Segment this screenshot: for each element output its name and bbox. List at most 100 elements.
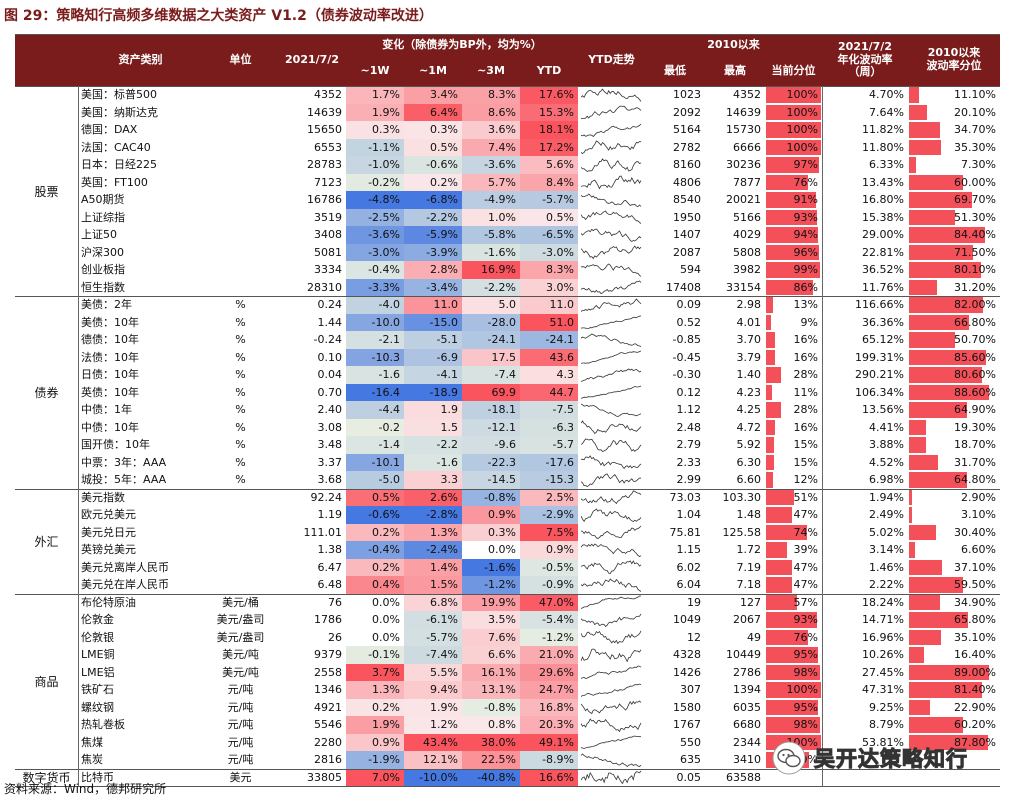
current-percentile: 100%	[786, 683, 818, 696]
vol-percentile: 3.10%	[961, 508, 996, 521]
change-m1: -2.4%	[404, 541, 462, 559]
unit-cell: %	[235, 455, 246, 469]
unit-cell: 元/吨	[227, 700, 254, 714]
header-ytd: YTD	[520, 56, 578, 86]
vol-percentile-bar	[909, 577, 963, 593]
annualized-vol: 106.34%	[855, 385, 904, 399]
annualized-vol: 22.81%	[862, 245, 904, 259]
low-2010: 1023	[673, 88, 701, 101]
change-w1: 0.4%	[346, 576, 404, 594]
high-2010: 1394	[733, 683, 761, 696]
figure-title: 图 29：策略知行高频多维数据之大类资产 V1.2（债券波动率改进）	[4, 8, 433, 24]
sparkline-path	[581, 595, 641, 609]
unit-cell	[203, 506, 278, 524]
current-value: 76	[328, 595, 342, 609]
asset-name: 恒生指数	[81, 280, 125, 294]
ytd-sparkline	[581, 683, 642, 697]
vol-percentile-bar	[909, 419, 927, 435]
ytd-sparkline	[581, 542, 642, 557]
sparkline-path	[581, 262, 642, 277]
change-ytd: -5.4%	[520, 611, 578, 629]
unit-cell	[203, 226, 278, 244]
unit-cell	[203, 541, 278, 559]
percentile-bar	[766, 279, 814, 295]
percentile-bar	[766, 612, 818, 628]
row-divider	[15, 34, 1000, 35]
current-percentile: 15%	[793, 438, 818, 451]
vol-percentile: 22.90%	[954, 700, 996, 714]
annualized-vol: 3.88%	[869, 438, 904, 451]
ytd-sparkline	[581, 403, 642, 417]
high-2010: 2786	[733, 665, 761, 679]
change-m3: 13.1%	[462, 681, 520, 699]
percentile-bar	[766, 699, 819, 715]
asset-name: 伦敦金	[81, 613, 114, 626]
percentile-bar	[766, 629, 808, 645]
header-3m-text: ~3M	[477, 63, 505, 77]
vol-percentile-bar	[909, 192, 972, 208]
change-m3: 3.5%	[462, 611, 520, 629]
sparkline-path	[581, 315, 642, 329]
high-2010: 2.98	[736, 298, 762, 311]
high-2010: 4.25	[736, 403, 762, 416]
unit-cell	[203, 139, 278, 157]
vol-percentile: 20.10%	[954, 105, 996, 119]
header-date-text: 2021/7/2	[285, 52, 339, 66]
change-w1: -4.4	[346, 401, 404, 419]
change-m3: -22.3	[462, 453, 520, 471]
asset-name: 比特币	[81, 770, 114, 784]
high-2010: 7.19	[736, 560, 762, 574]
ytd-sparkline	[581, 262, 642, 277]
header-change-text: 变化（除债券为BP外，均为%）	[382, 37, 542, 51]
change-w1: 0.0%	[346, 593, 404, 611]
current-value: 0.24	[317, 298, 343, 311]
vol-percentile: 37.10%	[954, 560, 996, 574]
ytd-sparkline	[581, 525, 642, 539]
vol-percentile-bar	[909, 682, 983, 698]
asset-name: 上证50	[81, 228, 117, 241]
current-percentile: 94%	[793, 228, 818, 241]
change-w1: -4.8%	[346, 191, 404, 209]
row-divider	[15, 786, 1000, 787]
high-2010: 10449	[726, 648, 761, 661]
change-m1: 5.5%	[404, 663, 462, 681]
high-2010: 2344	[733, 735, 761, 749]
asset-name: 英镑兑美元	[81, 543, 136, 556]
asset-name: LME铝	[81, 665, 115, 679]
asset-name: 美元兑日元	[81, 525, 136, 539]
unit-cell: 元/吨	[227, 718, 254, 731]
change-ytd: -15.3	[520, 471, 578, 489]
low-2010: 0.09	[676, 298, 702, 311]
current-value: 16786	[307, 193, 342, 206]
unit-cell	[203, 104, 278, 122]
vol-percentile: 35.30%	[954, 140, 996, 154]
low-2010: 75.81	[669, 525, 702, 539]
change-w1: -0.2%	[346, 173, 404, 191]
vol-percentile: 6.60%	[961, 543, 996, 556]
current-percentile: 28%	[793, 368, 818, 381]
unit-cell: 美元/吨	[222, 648, 259, 661]
current-percentile: 16%	[793, 420, 818, 434]
asset-name: 美债：10年	[81, 315, 139, 329]
change-m1: 0.2%	[404, 173, 462, 191]
low-2010: 4806	[673, 175, 701, 189]
high-2010: 103.30	[722, 490, 762, 504]
change-ytd: 21.0%	[520, 646, 578, 664]
vol-percentile: 2.90%	[961, 490, 996, 504]
change-ytd: -5.7	[520, 436, 578, 454]
high-2010: 3.79	[736, 350, 762, 364]
sparkline-path	[581, 87, 642, 102]
change-m3: -4.9%	[462, 191, 520, 209]
low-2010: 1950	[673, 210, 701, 224]
vol-percentile: 64.80%	[954, 473, 996, 486]
current-value: 4352	[314, 88, 342, 101]
sparkline-path	[581, 648, 642, 662]
sparkline-path	[581, 403, 642, 417]
annualized-vol: 27.45%	[862, 665, 904, 679]
high-2010: 6680	[733, 718, 761, 731]
asset-name: 欧元兑美元	[81, 508, 136, 521]
low-2010: 1426	[673, 665, 701, 679]
change-w1: -1.4	[346, 436, 404, 454]
change-w1: -1.1%	[346, 138, 404, 156]
unit-cell	[203, 121, 278, 139]
